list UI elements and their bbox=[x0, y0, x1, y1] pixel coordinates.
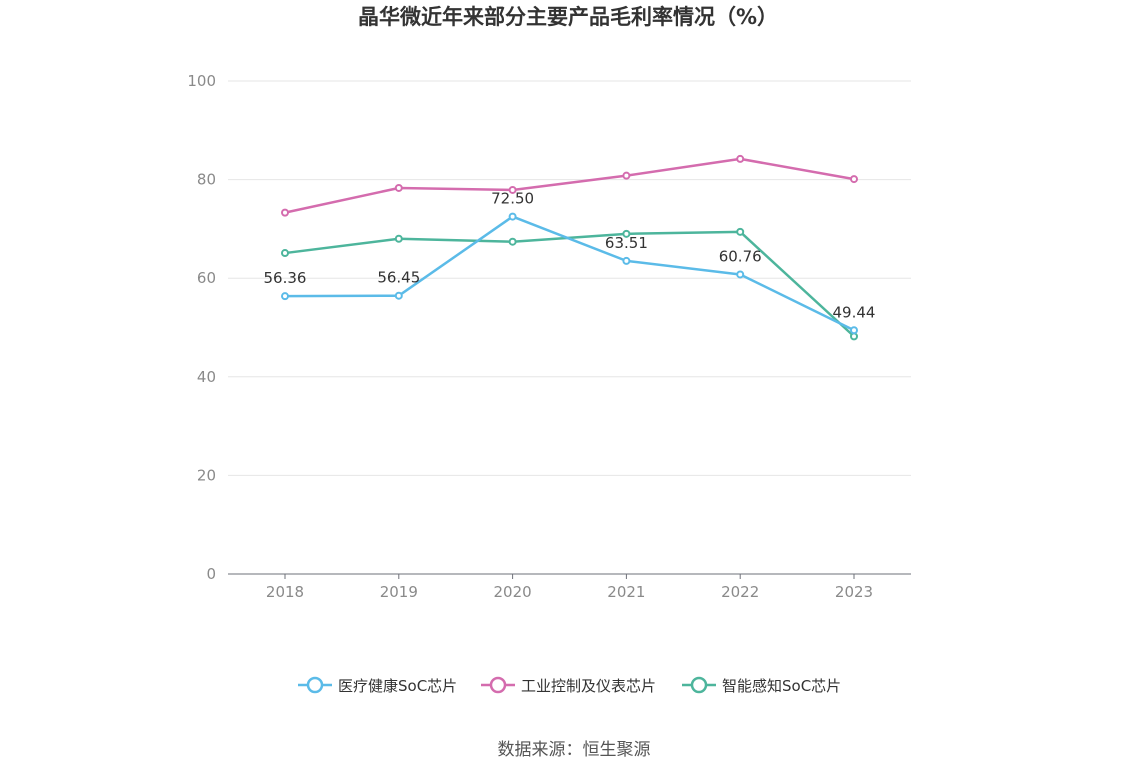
data-label: 63.51 bbox=[605, 234, 648, 252]
y-tick-label: 80 bbox=[197, 171, 216, 189]
y-tick-label: 100 bbox=[187, 72, 216, 90]
data-point bbox=[508, 185, 517, 194]
legend-marker bbox=[489, 676, 507, 694]
data-point bbox=[281, 292, 289, 301]
data-label: 60.76 bbox=[719, 247, 762, 265]
x-tick-label: 2019 bbox=[380, 583, 418, 601]
y-tick-label: 40 bbox=[197, 368, 216, 386]
data-labels: 56.36 56.45 72.50 63.51 60.76 49.44 bbox=[264, 190, 876, 322]
data-label: 56.36 bbox=[264, 269, 307, 287]
series-line bbox=[284, 230, 855, 338]
legend-item[interactable]: 工业控制及仪表芯片 bbox=[481, 676, 656, 695]
x-tick-label: 2021 bbox=[607, 583, 645, 601]
data-point bbox=[850, 332, 858, 341]
data-point bbox=[622, 256, 631, 265]
x-tick-label: 2022 bbox=[721, 583, 759, 601]
data-point bbox=[508, 212, 517, 221]
y-tick-label: 0 bbox=[206, 565, 216, 583]
x-tick-label: 2018 bbox=[266, 583, 304, 601]
legend-label: 工业控制及仪表芯片 bbox=[521, 677, 656, 695]
legend-item[interactable]: 智能感知SoC芯片 bbox=[682, 676, 841, 695]
data-point bbox=[508, 237, 517, 246]
data-point bbox=[394, 183, 403, 192]
x-tick-label: 2020 bbox=[494, 583, 532, 601]
data-label: 49.44 bbox=[833, 303, 876, 321]
data-label: 56.45 bbox=[377, 269, 420, 287]
data-point bbox=[394, 291, 403, 300]
x-tick-label: 2023 bbox=[835, 583, 873, 601]
series-line bbox=[284, 157, 855, 214]
data-point bbox=[622, 171, 631, 180]
grid-lines bbox=[228, 80, 911, 476]
legend-label: 智能感知SoC芯片 bbox=[722, 677, 841, 695]
data-point bbox=[850, 326, 858, 335]
legend-item[interactable]: 医疗健康SoC芯片 bbox=[298, 676, 457, 695]
data-point bbox=[281, 208, 289, 217]
y-tick-label: 20 bbox=[197, 466, 216, 484]
legend: 医疗健康SoC芯片 工业控制及仪表芯片 智能感知SoC芯片 bbox=[298, 676, 841, 695]
legend-marker bbox=[690, 676, 708, 694]
y-tick-label: 60 bbox=[197, 269, 216, 287]
data-point bbox=[736, 270, 745, 279]
data-point bbox=[850, 175, 858, 184]
data-point bbox=[622, 229, 631, 238]
series-line bbox=[284, 215, 855, 332]
source-note: 数据来源：恒生聚源 bbox=[498, 740, 651, 760]
data-point bbox=[736, 154, 745, 163]
legend-marker bbox=[306, 676, 324, 694]
data-point bbox=[281, 249, 289, 258]
axes: 0 20 40 60 80 100 2018 2019 2020 2021 2022 2023 bbox=[187, 72, 911, 601]
data-point bbox=[736, 227, 745, 236]
data-label: 72.50 bbox=[491, 190, 534, 208]
chart-title: 晶华微近年来部分主要产品毛利率情况（%） bbox=[358, 5, 778, 29]
legend-label: 医疗健康SoC芯片 bbox=[338, 677, 457, 695]
data-point bbox=[394, 234, 403, 243]
series-lines bbox=[281, 154, 858, 341]
